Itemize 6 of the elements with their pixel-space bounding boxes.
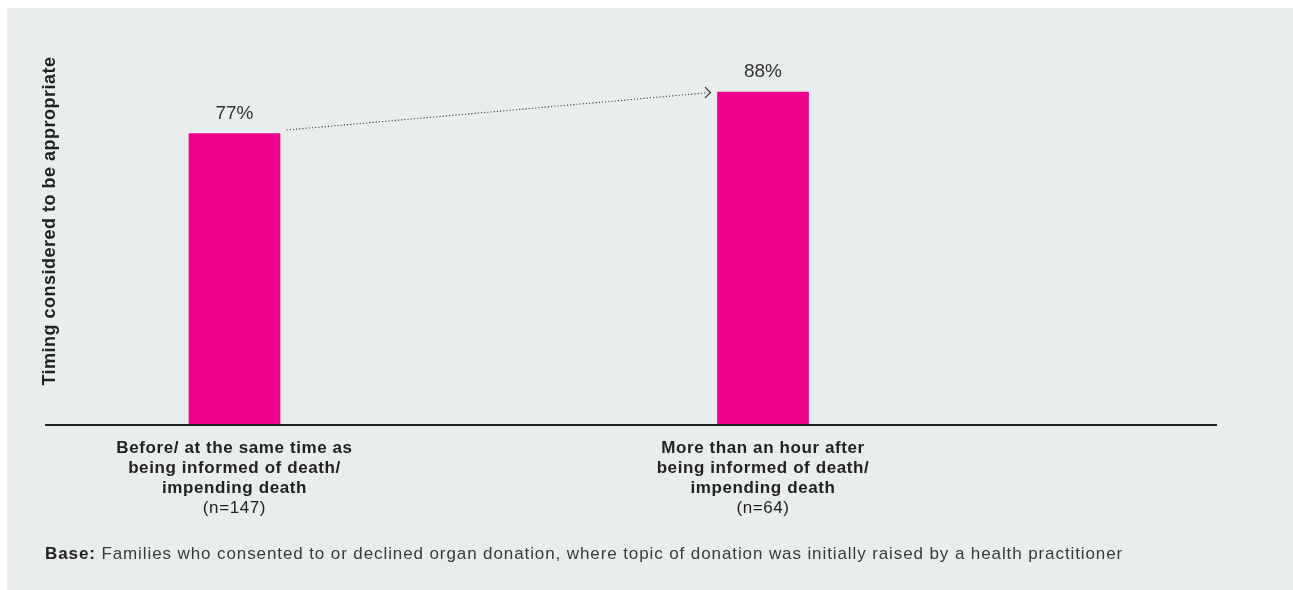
x-tick-label: More than an hour after being informed of death/ impending death (n=64)	[656, 437, 870, 517]
x-tick-label: Before/ at the same time as being informed of death/ impending death (n=147)	[116, 437, 353, 517]
data-label: 77%	[215, 101, 254, 123]
y-axis-title: Timing considered to be appropriate	[38, 56, 59, 386]
data-label: 88%	[743, 60, 783, 81]
text: Base: Families who consented to or declined organ donation, where topic of donation was initially raised by a health practitioner	[45, 543, 1124, 563]
